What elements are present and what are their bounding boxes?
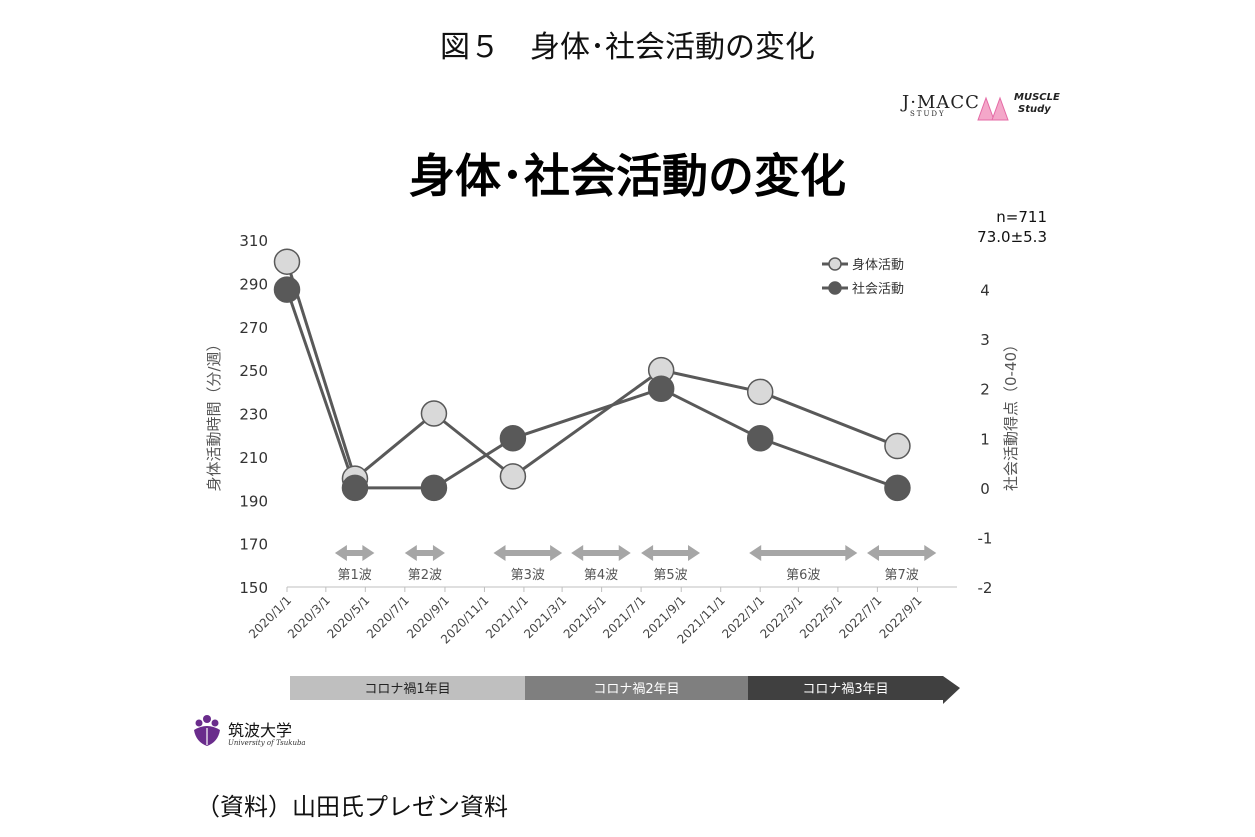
paulownia-crest-icon <box>194 715 220 746</box>
wave-arrow <box>404 545 445 561</box>
university-name: 筑波大学 <box>228 721 293 740</box>
legend-label: 社会活動 <box>852 281 904 297</box>
y-right-tick-label: 2 <box>980 381 990 399</box>
wave-label: 第1波 <box>338 568 372 583</box>
y-left-tick-label: 230 <box>239 406 268 424</box>
data-point-social <box>420 474 448 502</box>
period-bar <box>290 676 525 700</box>
university-logo <box>190 712 320 752</box>
jmacc-logo-text: J·MACC <box>902 92 980 113</box>
muscle-logo-text: MUSCLE <box>1014 92 1060 103</box>
wave-arrow <box>334 545 375 561</box>
muscle-logo-sub: Study <box>1018 104 1051 115</box>
y-right-tick-label: -1 <box>978 529 993 547</box>
jmacc-logo-sub: STUDY <box>910 110 946 118</box>
period-bar <box>525 676 748 700</box>
y-right-tick-label: 3 <box>980 331 990 349</box>
wave-arrow <box>749 545 858 561</box>
sample-n: n=711 <box>996 208 1047 226</box>
data-point-physical <box>884 432 911 460</box>
period-bar-arrow <box>748 676 960 704</box>
x-tick-label: 2021/7/1 <box>600 593 648 641</box>
y-right-tick-label: 1 <box>980 430 990 448</box>
y-left-tick-label: 270 <box>239 319 268 337</box>
figure-title: 図５ 身体･社会活動の変化 <box>440 30 815 65</box>
y-left-tick-label: 310 <box>239 232 268 250</box>
data-point-social <box>499 425 527 452</box>
wave-arrow <box>493 545 563 561</box>
sample-age: 73.0±5.3 <box>977 228 1047 246</box>
series-line-physical <box>285 261 898 482</box>
legend-marker <box>828 257 842 271</box>
data-point-social <box>746 425 774 452</box>
y-left-tick-label: 210 <box>239 449 268 467</box>
y-left-tick-label: 190 <box>239 492 268 510</box>
wave-arrow <box>641 545 701 561</box>
x-tick-label: 2022/9/1 <box>877 593 925 641</box>
period-label: コロナ禍3年目 <box>802 681 888 697</box>
source-note: （資料）山田氏プレゼン資料 <box>196 793 508 821</box>
data-point-physical <box>499 463 527 490</box>
y-right-axis-label: 社会活動得点（0-40） <box>1002 337 1020 491</box>
legend-marker <box>828 281 842 295</box>
period-label: コロナ禍1年目 <box>364 681 450 697</box>
data-point-social <box>884 474 911 502</box>
muscle-study-logo: MUSCLE Study <box>976 90 1076 124</box>
data-point-physical <box>273 248 301 275</box>
y-left-tick-label: 150 <box>239 579 268 597</box>
y-left-axis-label: 身体活動時間（分/週） <box>205 336 223 491</box>
wave-label: 第4波 <box>584 568 618 583</box>
x-tick-label: 2022/7/1 <box>836 593 884 641</box>
y-right-tick-label: 0 <box>980 480 990 498</box>
data-point-social <box>341 474 369 502</box>
data-point-social <box>647 375 675 402</box>
wave-label: 第3波 <box>511 568 545 583</box>
wave-label: 第6波 <box>786 568 820 583</box>
period-label: コロナ禍2年目 <box>593 681 679 697</box>
wave-label: 第2波 <box>408 568 442 583</box>
wave-arrow <box>571 545 631 561</box>
y-right-tick-label: 4 <box>980 282 990 300</box>
y-left-tick-label: 170 <box>239 536 268 554</box>
jmacc-logo: J·MACC STUDY <box>902 92 980 118</box>
x-tick-label: 2020/7/1 <box>364 593 412 641</box>
wave-label: 第5波 <box>653 568 687 583</box>
data-point-social <box>273 276 301 303</box>
y-right-tick-label: -2 <box>978 579 993 597</box>
wave-label: 第7波 <box>885 568 919 583</box>
university-name-en: University of Tsukuba <box>228 739 306 747</box>
wave-arrow <box>867 545 937 561</box>
legend-label: 身体活動 <box>852 257 904 273</box>
sample-info: n=711 73.0±5.3 <box>977 207 1047 247</box>
data-point-physical <box>420 400 448 427</box>
muscle-logo-icon <box>977 96 1009 121</box>
slide-title: 身体･社会活動の変化 <box>409 149 846 203</box>
y-left-tick-label: 290 <box>239 275 268 293</box>
y-left-tick-label: 250 <box>239 362 268 380</box>
data-point-physical <box>746 378 774 406</box>
